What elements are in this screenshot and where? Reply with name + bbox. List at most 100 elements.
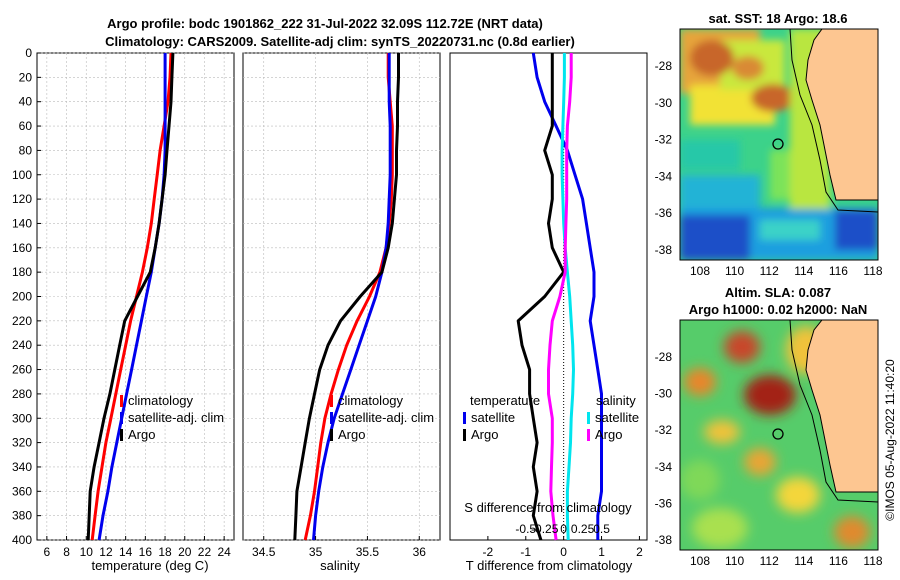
x-tick-label: 0 <box>560 545 567 559</box>
imos-timestamp-watermark: ©IMOS 05-Aug-2022 11:40:20 <box>883 359 897 521</box>
y-tick-label: 180 <box>12 265 32 279</box>
legend-label-s-argo: Argo <box>595 427 622 442</box>
x-tick-label: 34.5 <box>252 545 276 559</box>
legend-swatch-s-argo <box>587 429 590 441</box>
map-lat-tick-label: -32 <box>655 133 673 147</box>
map-lon-tick-label: 110 <box>725 264 744 278</box>
sst-argo-location-marker <box>772 138 784 150</box>
map-lat-tick-label: -34 <box>655 169 673 183</box>
y-tick-label: 360 <box>12 484 32 498</box>
legend-label-s-satellite: satellite <box>595 410 639 425</box>
temperature-xlabel: temperature (deg C) <box>91 558 208 573</box>
sla-map-title2: Argo h1000: 0.02 h2000: NaN <box>689 302 867 317</box>
salinity-xlabel: salinity <box>320 558 360 573</box>
x-tick-label: 24 <box>217 545 231 559</box>
map-lat-tick-label: -36 <box>655 496 673 510</box>
x-tick-label: -1 <box>520 545 531 559</box>
legend-swatch-climatology <box>330 395 333 407</box>
x2-tick-label: -0.5 <box>515 522 536 536</box>
map-lat-tick-label: -28 <box>655 59 673 73</box>
x-tick-label: 35 <box>309 545 323 559</box>
legend-swatch-argo <box>120 429 123 441</box>
y-tick-label: 320 <box>12 436 32 450</box>
salinity-panel: 34.5 35 35.5 36 salinity climatology satell… <box>242 52 441 573</box>
legend-swatch-argo <box>330 429 333 441</box>
x-tick-label: 22 <box>198 545 212 559</box>
legend-swatch-satellite <box>330 412 333 424</box>
figure-title-line2: Climatology: CARS2009. Satellite-adj cli… <box>105 34 575 49</box>
series-line-argo <box>293 53 400 541</box>
salinity-legend: climatology satellite-adj. clim Argo <box>330 393 434 442</box>
y-tick-label: 260 <box>12 363 32 377</box>
series-line-t-argo <box>516 53 566 541</box>
x-tick-label: 35.5 <box>356 545 380 559</box>
map-lat-tick-label: -32 <box>655 423 673 437</box>
legend-label-climatology: climatology <box>128 393 194 408</box>
sst-map-title: sat. SST: 18 Argo: 18.6 <box>709 11 848 26</box>
x-tick-label: 36 <box>413 545 427 559</box>
map-lon-tick-label: 118 <box>863 264 882 278</box>
map-lat-tick-label: -30 <box>655 96 673 110</box>
legend-label-satellite: satellite-adj. clim <box>338 410 434 425</box>
map-lon-tick-label: 108 <box>690 264 710 278</box>
map-lon-tick-label: 112 <box>760 264 779 278</box>
map-lat-tick-label: -28 <box>655 350 673 364</box>
difference-axes-frame <box>449 52 648 541</box>
map-lat-tick-label: -30 <box>655 387 673 401</box>
series-line-argo <box>86 52 175 541</box>
y-tick-label: 160 <box>12 241 32 255</box>
legend-label-argo: Argo <box>128 427 155 442</box>
y-tick-label: 240 <box>12 338 32 352</box>
x-tick-label: 18 <box>158 545 172 559</box>
y-tick-label: 120 <box>12 192 32 206</box>
x2-tick-label: 0.5 <box>593 522 610 536</box>
temperature-legend: climatology satellite-adj. clim Argo <box>120 393 224 442</box>
map-lon-tick-label: 116 <box>829 264 848 278</box>
y-tick-label: 300 <box>12 411 32 425</box>
sst-map-panel: sat. SST: 18 Argo: 18.6 <box>655 11 883 278</box>
sla-argo-location-marker <box>772 428 784 440</box>
legend-label-t-satellite: satellite <box>471 410 515 425</box>
sst-map-frame <box>679 28 879 261</box>
map-lon-tick-label: 108 <box>690 554 710 568</box>
x-tick-label: 8 <box>63 545 70 559</box>
map-lon-tick-label: 112 <box>760 554 779 568</box>
x-tick-label: 14 <box>119 545 133 559</box>
map-lat-tick-label: -34 <box>655 460 673 474</box>
map-lon-tick-label: 118 <box>863 554 882 568</box>
x-tick-label: 1 <box>598 545 605 559</box>
map-lat-tick-label: -38 <box>655 533 673 547</box>
legend-label-argo: Argo <box>338 427 365 442</box>
sst-map-image <box>680 29 878 260</box>
series-line-s-satellite <box>560 53 575 541</box>
y-tick-label: 380 <box>12 509 32 523</box>
y-tick-label: 140 <box>12 216 32 230</box>
map-lat-tick-label: -38 <box>655 243 673 257</box>
temperature-panel: 6 8 10 12 14 16 18 20 22 24 0 20 40 60 80 100 120 140 160… <box>12 46 235 573</box>
map-lon-tick-label: 114 <box>794 264 813 278</box>
x-tick-label: 2 <box>636 545 643 559</box>
map-lon-tick-label: 114 <box>794 554 813 568</box>
sla-map-title1: Altim. SLA: 0.087 <box>725 285 831 300</box>
series-line-s-argo <box>547 53 573 541</box>
legend-group-temperature: temperature <box>470 393 540 408</box>
x2-tick-label: -0.25 <box>531 522 559 536</box>
figure-title-line1: Argo profile: bodc 1901862_222 31-Jul-20… <box>107 16 543 31</box>
legend-label-satellite: satellite-adj. clim <box>128 410 224 425</box>
x-tick-label: 20 <box>178 545 192 559</box>
x2-tick-label: 0 <box>560 522 567 536</box>
series-line-satellite-adj-clim <box>312 53 392 541</box>
x-tick-label: -2 <box>483 545 494 559</box>
y-tick-label: 80 <box>19 143 33 157</box>
legend-swatch-t-satellite <box>463 412 466 424</box>
map-lon-tick-label: 116 <box>829 554 848 568</box>
map-lon-tick-label: 110 <box>725 554 744 568</box>
sla-map-panel: Altim. SLA: 0.087 Argo h1000: 0.02 h2000… <box>655 285 883 568</box>
legend-swatch-satellite <box>120 412 123 424</box>
t-difference-xlabel: T difference from climatology <box>466 558 633 573</box>
y-tick-label: 400 <box>12 533 32 547</box>
legend-swatch-s-satellite <box>587 412 590 424</box>
s-difference-xlabel: S difference from climatology <box>464 500 632 515</box>
series-line-satellite-adj-clim <box>97 53 167 541</box>
